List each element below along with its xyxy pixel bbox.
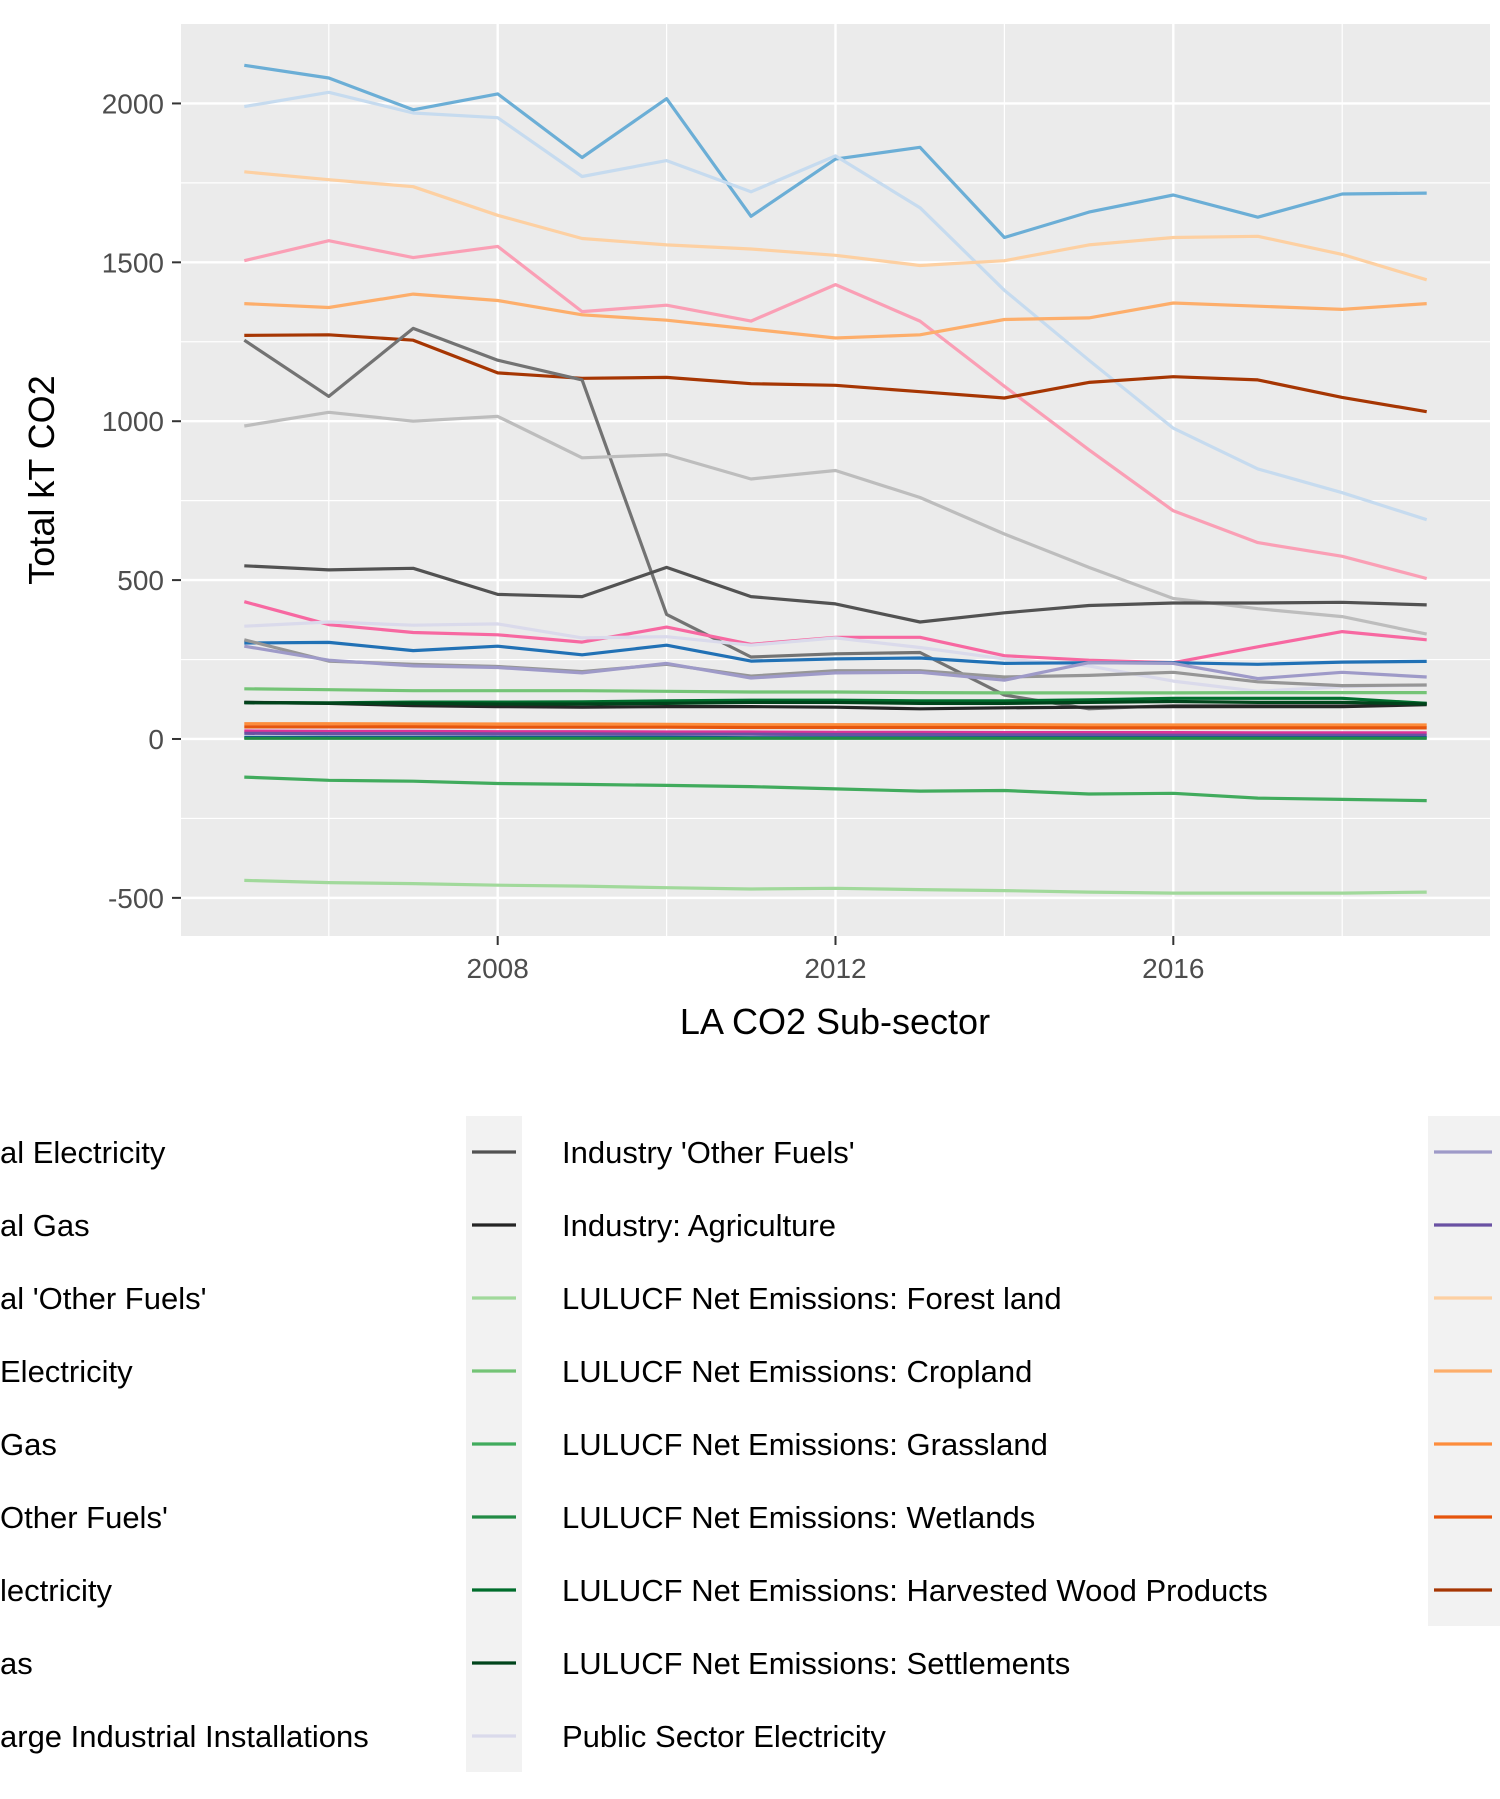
series-line [244, 699, 1427, 706]
legend-label: LULUCF Net Emissions: Grassland [562, 1427, 1048, 1462]
legend-label: Public Sector Electricity [562, 1719, 886, 1754]
series-line [244, 620, 1427, 693]
series-line [244, 687, 1427, 695]
series-line [244, 292, 1427, 340]
series-line [244, 725, 1427, 730]
x-tick-label: 2008 [467, 953, 529, 984]
series-line [244, 775, 1427, 803]
series-line [244, 410, 1428, 636]
x-tick-label: 2016 [1142, 953, 1204, 984]
series-line [244, 729, 1427, 735]
legend-label: Electricity [0, 1354, 133, 1389]
x-tick-label: 2012 [804, 953, 866, 984]
legend-label: LULUCF Net Emissions: Settlements [562, 1646, 1070, 1681]
series-line [244, 878, 1427, 895]
y-tick-label: 1000 [102, 406, 164, 437]
legend-label: al Gas [0, 1208, 90, 1243]
series-line [244, 170, 1428, 282]
series-line [244, 644, 1427, 682]
x-axis: 2008 2012 2016 [467, 936, 1204, 984]
y-axis: -500 0 500 1000 1500 2000 [102, 88, 181, 914]
legend-label: al Electricity [0, 1135, 166, 1170]
y-tick-label: 0 [148, 724, 164, 755]
legend-label: Other Fuels' [0, 1500, 168, 1535]
legend-label: LULUCF Net Emissions: Cropland [562, 1354, 1032, 1389]
series-line [244, 333, 1427, 414]
series-line [244, 63, 1427, 240]
legend: al Electricity al Gas al 'Other Fuels' Elec… [0, 1116, 1500, 1772]
legend-label: Gas [0, 1427, 57, 1462]
series-line [244, 700, 1427, 711]
legend-label: as [0, 1646, 33, 1681]
legend-label: lectricity [0, 1573, 112, 1608]
series-line [244, 564, 1427, 624]
y-tick-label: -500 [108, 883, 164, 914]
series-line [244, 90, 1428, 522]
y-tick-label: 2000 [102, 88, 164, 119]
series-line [244, 722, 1427, 727]
legend-label: arge Industrial Installations [0, 1719, 369, 1754]
series-line [244, 731, 1427, 737]
legend-label: LULUCF Net Emissions: Wetlands [562, 1500, 1035, 1535]
legend-label: Industry 'Other Fuels' [562, 1135, 855, 1170]
legend-label: al 'Other Fuels' [0, 1281, 207, 1316]
series-line [244, 640, 1427, 666]
legend-label: Industry: Agriculture [562, 1208, 836, 1243]
y-axis-title: Total kT CO2 [21, 375, 62, 584]
legend-label: LULUCF Net Emissions: Forest land [562, 1281, 1062, 1316]
y-tick-label: 1500 [102, 247, 164, 278]
y-tick-label: 500 [117, 565, 164, 596]
legend-label: LULUCF Net Emissions: Harvested Wood Pro… [562, 1573, 1268, 1608]
x-axis-title: LA CO2 Sub-sector [680, 1001, 990, 1042]
series-line [243, 239, 1428, 581]
series-lines [243, 63, 1428, 895]
